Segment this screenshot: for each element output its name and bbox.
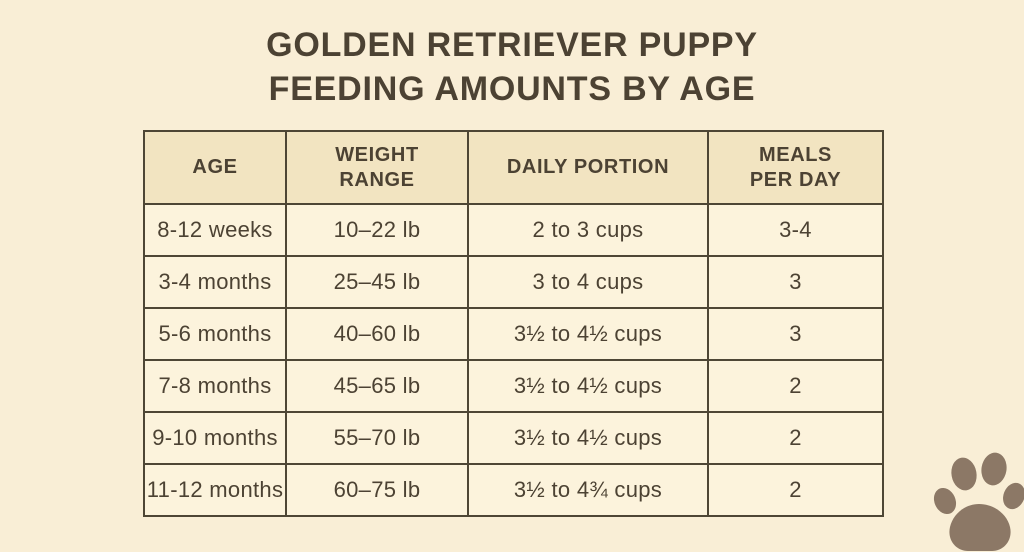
table-body: 8-12 weeks 10–22 lb 2 to 3 cups 3-4 3-4 mont… bbox=[143, 203, 884, 517]
table-cell: 3 bbox=[707, 307, 884, 361]
paw-print-icon bbox=[933, 452, 1024, 551]
table-cell: 8-12 weeks bbox=[143, 203, 287, 257]
table-cell: 40–60 lb bbox=[285, 307, 469, 361]
column-header: MEALS PER DAY bbox=[707, 130, 884, 205]
table-cell: 45–65 lb bbox=[285, 359, 469, 413]
table-cell: 3 to 4 cups bbox=[467, 255, 709, 309]
table-cell: 2 to 3 cups bbox=[467, 203, 709, 257]
table-cell: 2 bbox=[707, 359, 884, 413]
table-row: 9-10 months 55–70 lb 3½ to 4½ cups 2 bbox=[143, 411, 884, 465]
table-cell: 60–75 lb bbox=[285, 463, 469, 517]
table-cell: 3½ to 4¾ cups bbox=[467, 463, 709, 517]
table-cell: 3-4 months bbox=[143, 255, 287, 309]
table-row: 8-12 weeks 10–22 lb 2 to 3 cups 3-4 bbox=[143, 203, 884, 257]
table-cell: 3-4 bbox=[707, 203, 884, 257]
table-cell: 2 bbox=[707, 411, 884, 465]
table-row: 5-6 months 40–60 lb 3½ to 4½ cups 3 bbox=[143, 307, 884, 361]
table-row: 3-4 months 25–45 lb 3 to 4 cups 3 bbox=[143, 255, 884, 309]
column-header: DAILY PORTION bbox=[467, 130, 709, 205]
table-cell: 55–70 lb bbox=[285, 411, 469, 465]
table-cell: 3 bbox=[707, 255, 884, 309]
table-cell: 25–45 lb bbox=[285, 255, 469, 309]
page-title-line1: GOLDEN RETRIEVER PUPPY bbox=[266, 26, 758, 64]
table-cell: 3½ to 4½ cups bbox=[467, 359, 709, 413]
column-header: AGE bbox=[143, 130, 287, 205]
table-cell: 7-8 months bbox=[143, 359, 287, 413]
page-title: GOLDEN RETRIEVER PUPPY FEEDING AMOUNTS B… bbox=[0, 24, 1024, 111]
table-cell: 10–22 lb bbox=[285, 203, 469, 257]
header-row: AGE WEIGHT RANGE DAILY PORTION MEALS PER DA… bbox=[143, 130, 884, 205]
table-cell: 9-10 months bbox=[143, 411, 287, 465]
table-cell: 2 bbox=[707, 463, 884, 517]
table-row: 7-8 months 45–65 lb 3½ to 4½ cups 2 bbox=[143, 359, 884, 413]
table-cell: 3½ to 4½ cups bbox=[467, 411, 709, 465]
page-title-line2: FEEDING AMOUNTS BY AGE bbox=[268, 69, 756, 108]
column-header: WEIGHT RANGE bbox=[285, 130, 469, 205]
feeding-amounts-table: AGE WEIGHT RANGE DAILY PORTION MEALS PER DA… bbox=[143, 130, 884, 517]
table-row: 11-12 months 60–75 lb 3½ to 4¾ cups 2 bbox=[143, 463, 884, 517]
table-cell: 5-6 months bbox=[143, 307, 287, 361]
table-cell: 3½ to 4½ cups bbox=[467, 307, 709, 361]
table-cell: 11-12 months bbox=[143, 463, 287, 517]
table-header-row: AGE WEIGHT RANGE DAILY PORTION MEALS PER DA… bbox=[143, 130, 884, 205]
